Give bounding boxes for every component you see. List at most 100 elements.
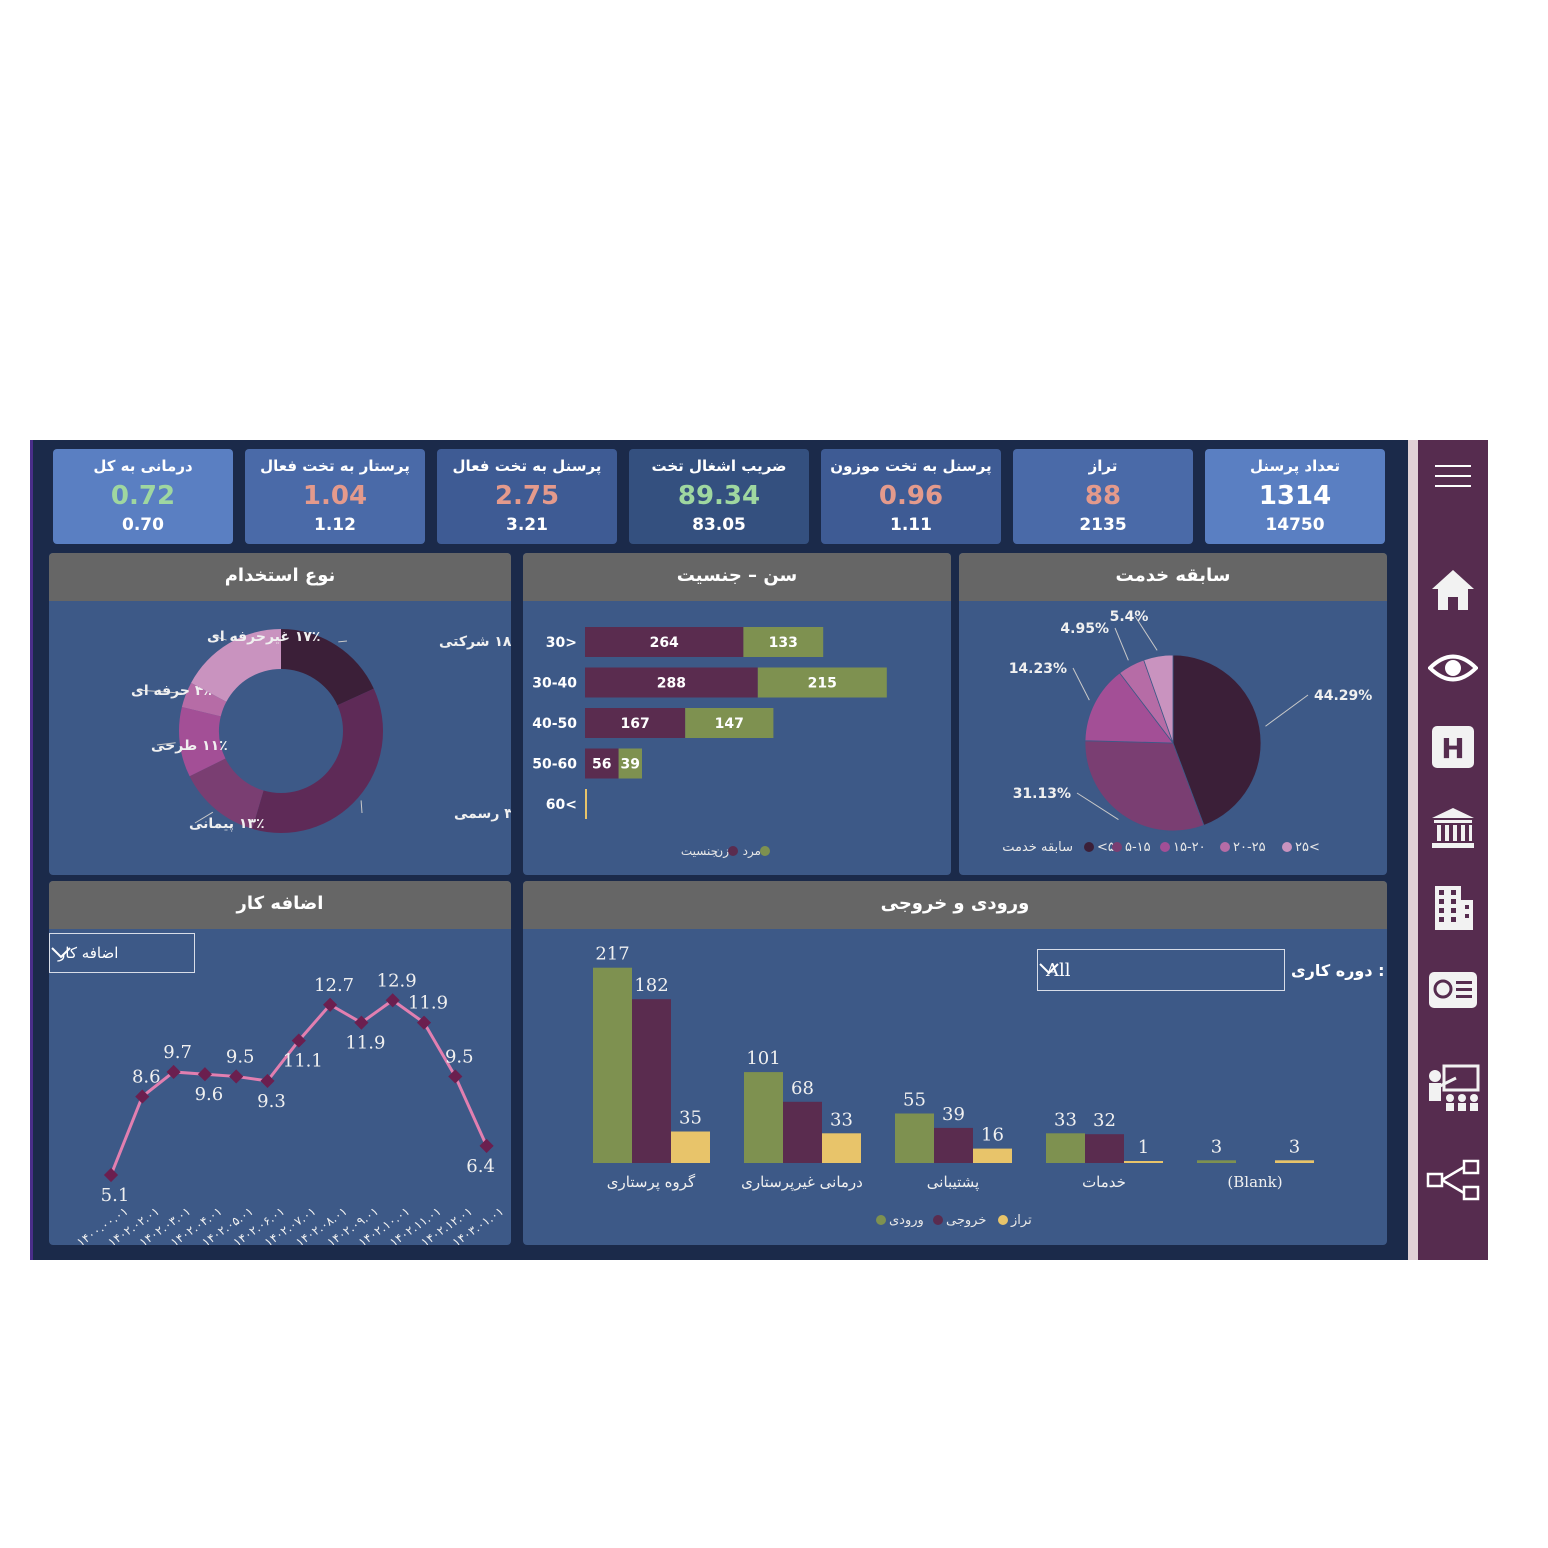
legend-item: <۵ bbox=[1097, 840, 1115, 855]
bar bbox=[743, 627, 824, 657]
data-label: ۱۱٪ طرحی bbox=[151, 738, 228, 754]
office-building-icon[interactable] bbox=[1418, 878, 1488, 938]
overtime-line-chart: 5.1۱۴۰۰.۰۰.۰۱8.6۱۴۰۲.۰۲.۰۱9.7۱۴۰۲.۰۳.۰۱9… bbox=[74, 970, 506, 1245]
bar bbox=[593, 967, 632, 1163]
legend-swatch bbox=[1160, 842, 1170, 852]
line-point bbox=[103, 1167, 119, 1183]
data-label: 9.7 bbox=[163, 1042, 192, 1063]
kpi-value: 1.04 bbox=[302, 481, 368, 511]
data-label: 217 bbox=[595, 944, 629, 965]
x-tick-label: (Blank) bbox=[1227, 1173, 1282, 1191]
data-label: 5.4% bbox=[1110, 609, 1149, 625]
kpi-value: 1314 bbox=[1258, 481, 1332, 511]
donut-slice bbox=[189, 758, 264, 829]
hospital-icon[interactable]: H bbox=[1418, 717, 1488, 777]
service-title: سابقه خدمت bbox=[959, 553, 1387, 601]
kpi-card: درمانی به کل 0.72 0.70 bbox=[53, 449, 233, 544]
age-gender-title: سن – جنسیت bbox=[523, 553, 951, 601]
pie-slice bbox=[1084, 740, 1205, 832]
data-label: 3 bbox=[1289, 1136, 1300, 1157]
hamburger-menu-icon[interactable] bbox=[1418, 446, 1488, 506]
share-network-icon[interactable] bbox=[1418, 1150, 1488, 1210]
legend-item: مرد bbox=[743, 844, 761, 859]
eye-icon[interactable] bbox=[1418, 638, 1488, 698]
legend-swatch bbox=[1282, 842, 1292, 852]
kpi-title: پرسنل به تخت فعال bbox=[452, 457, 602, 475]
kpi-sub-value: 1.11 bbox=[890, 515, 932, 535]
legend-item: زن bbox=[714, 844, 729, 859]
label-leader-line bbox=[1076, 792, 1119, 820]
bar bbox=[1046, 1133, 1085, 1163]
overtime-filter-value: اضافه کار bbox=[58, 944, 119, 962]
kpi-sub-value: 3.21 bbox=[506, 515, 548, 535]
data-label: ۴٪ حرفه ای bbox=[131, 683, 212, 699]
bar bbox=[1124, 1161, 1163, 1163]
data-label: 39 bbox=[621, 757, 640, 773]
legend-title: سابقه خدمت bbox=[1002, 840, 1073, 855]
data-label: 5.1 bbox=[101, 1185, 130, 1206]
legend-swatch bbox=[998, 1215, 1008, 1225]
kpi-value: 2.75 bbox=[494, 481, 560, 511]
overtime-filter-dropdown[interactable]: اضافه کار bbox=[49, 933, 195, 973]
label-leader-line bbox=[1134, 615, 1158, 651]
kpi-title: تراز bbox=[1088, 457, 1118, 475]
bank-building-icon[interactable] bbox=[1418, 798, 1488, 858]
data-label: 6.4 bbox=[466, 1156, 495, 1177]
x-tick-label: خدمات bbox=[1082, 1173, 1126, 1191]
kpi-value: 0.96 bbox=[878, 481, 944, 511]
in-out-panel: ورودی و خروجی 217 182 35 گروه پرستاری 101 68 3… bbox=[523, 881, 1387, 1245]
pie-slice bbox=[1084, 672, 1174, 744]
kpi-card: تعداد پرسنل 1314 14750 bbox=[1205, 449, 1385, 544]
data-label: 12.7 bbox=[314, 975, 354, 996]
data-label: 14.23% bbox=[1009, 661, 1067, 677]
legend-swatch bbox=[1112, 842, 1122, 852]
in-out-title: ورودی و خروجی bbox=[523, 881, 1387, 929]
kpi-sub-value: 83.05 bbox=[692, 515, 746, 535]
data-label: 32 bbox=[1093, 1110, 1116, 1131]
y-tick-label: 30-40 bbox=[532, 676, 577, 692]
bar bbox=[1275, 1160, 1314, 1163]
data-label: ۱۳٪ پیمانی bbox=[189, 816, 265, 832]
line-point bbox=[323, 997, 338, 1012]
pie-slice bbox=[1172, 654, 1262, 826]
x-tick-label: پشتیبانی bbox=[927, 1173, 979, 1191]
chevron-down-icon bbox=[51, 947, 71, 959]
kpi-sub-value: 1.12 bbox=[314, 515, 356, 535]
presentation-training-icon[interactable] bbox=[1418, 1058, 1488, 1118]
id-card-icon[interactable] bbox=[1418, 960, 1488, 1020]
period-filter-dropdown[interactable]: All bbox=[1037, 949, 1285, 991]
legend-item: تراز bbox=[1010, 1213, 1032, 1228]
donut-slice bbox=[181, 682, 227, 717]
data-label: 167 bbox=[620, 716, 649, 732]
kpi-sub-value: 2135 bbox=[1079, 515, 1127, 535]
employment-donut-chart: ۱۸٪ شرکتی ۳۶٪ رسمی ۱۳٪ پیمانی ۱۱٪ طرحی ۴٪ حر… bbox=[131, 629, 511, 833]
data-label: 9.3 bbox=[257, 1091, 286, 1112]
data-label: ۱۸٪ شرکتی bbox=[439, 634, 511, 650]
legend-swatch bbox=[728, 846, 738, 856]
data-label: 11.9 bbox=[408, 993, 448, 1014]
bar bbox=[671, 1131, 710, 1163]
bar bbox=[757, 667, 887, 698]
period-filter-label: دوره کاری : bbox=[1291, 961, 1385, 980]
data-label: 35 bbox=[679, 1108, 702, 1129]
home-icon[interactable] bbox=[1418, 560, 1488, 620]
data-label: ۳۶٪ رسمی bbox=[454, 806, 511, 822]
data-label: 55 bbox=[903, 1090, 926, 1111]
label-leader-line bbox=[360, 800, 363, 814]
line-point bbox=[197, 1067, 212, 1082]
legend-swatch bbox=[760, 846, 770, 856]
label-leader-line bbox=[136, 689, 183, 694]
y-tick-label: 30> bbox=[546, 635, 577, 651]
label-leader-line bbox=[1114, 627, 1129, 661]
data-label: 11.9 bbox=[345, 1033, 385, 1054]
legend-item: ۱۵-۲۰ bbox=[1173, 840, 1206, 855]
data-label: 215 bbox=[808, 676, 837, 692]
donut-slice bbox=[191, 629, 281, 702]
kpi-title: پرسنل به تخت موزون bbox=[830, 457, 992, 475]
label-leader-line bbox=[156, 742, 176, 746]
data-label: 288 bbox=[657, 676, 686, 692]
legend-title: جنسیت bbox=[681, 844, 718, 858]
data-label: 12.9 bbox=[377, 970, 417, 991]
donut-slice bbox=[281, 629, 374, 706]
